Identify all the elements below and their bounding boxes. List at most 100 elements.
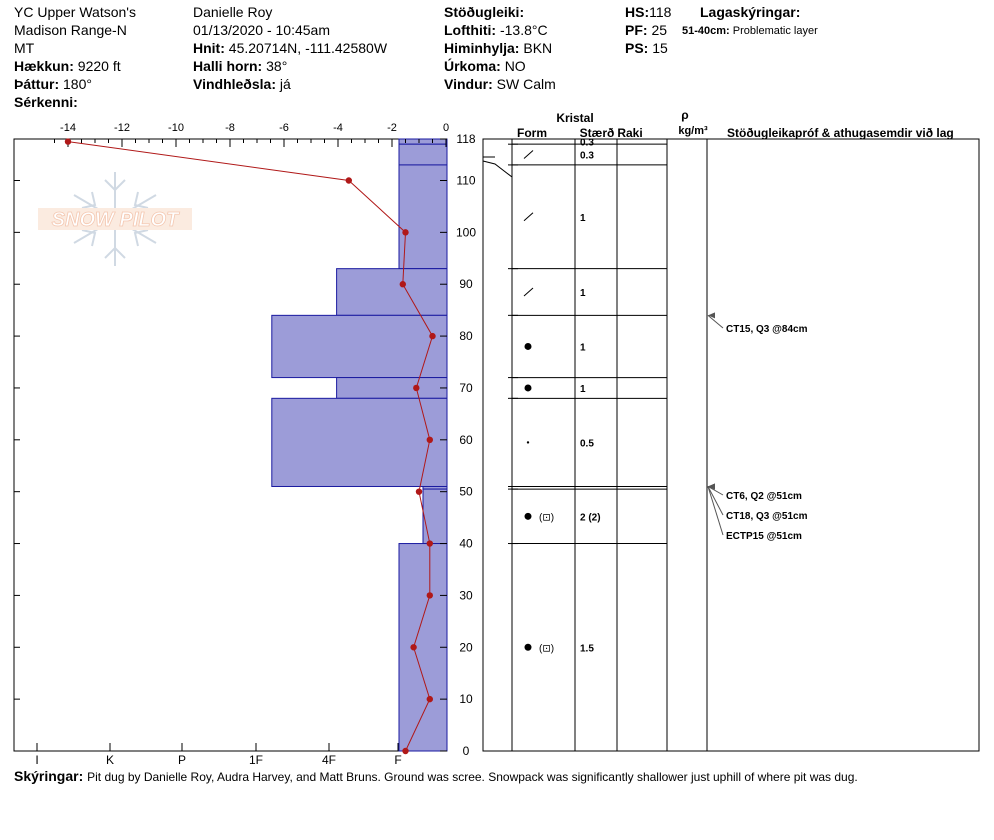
test-pointer-arrow	[708, 312, 715, 319]
height-tick-label: 90	[459, 277, 473, 291]
height-tick-label: 50	[459, 485, 473, 499]
hardness-bar	[336, 377, 448, 399]
height-tick-label: 118	[456, 132, 475, 146]
hardness-tick-label: 4F	[322, 753, 336, 767]
hs-value: 118	[649, 4, 672, 20]
height-tick-label: 20	[459, 640, 473, 654]
coords: Hnit: 45.20714N, -111.42580W	[193, 39, 387, 57]
rho-header: ρ	[681, 108, 688, 122]
hs: HS:118	[625, 3, 671, 21]
moisture-header: Raki	[617, 126, 642, 140]
temperature-point	[410, 644, 417, 651]
layer-notes-label: Lagaskýringar:	[700, 4, 801, 20]
footer: Skýringar: Pit dug by Danielle Roy, Audr…	[14, 767, 858, 786]
stability-test: CT15, Q3 @84cm	[726, 324, 808, 335]
hardness-bar	[398, 138, 448, 145]
air-temp: Lofthiti: -13.8°C	[444, 21, 548, 39]
sky: Himinhylja: BKN	[444, 39, 552, 57]
location-line1: YC Upper Watson's	[14, 4, 136, 20]
decomposing-icon	[523, 287, 534, 297]
elevation-label: Hækkun:	[14, 58, 74, 74]
precip-value: NO	[504, 58, 526, 74]
layer-size: 1	[580, 342, 586, 353]
temperature-point	[426, 695, 433, 703]
temp-tick-label: -14	[60, 122, 76, 134]
height-tick-label: 110	[456, 173, 475, 187]
height-tick-label: 10	[459, 692, 473, 706]
stability-label: Stöðugleiki:	[444, 4, 525, 20]
layer-size: 0.3	[580, 151, 594, 162]
layer-notes-title: Lagaskýringar:	[700, 3, 800, 21]
state: MT	[14, 40, 35, 56]
connector-line	[482, 160, 513, 178]
rounded-grain-icon	[524, 643, 532, 651]
snowflake-icon	[73, 172, 157, 266]
wind-loading: Vindhleðsla: já	[193, 75, 291, 93]
density-unit-header: kg/m³	[678, 125, 708, 137]
specifics-label: Sérkenni:	[14, 94, 78, 110]
temperature-point	[415, 488, 423, 495]
temp-tick-label: -4	[333, 122, 343, 134]
air-temp-label: Lofthiti:	[444, 22, 497, 38]
hs-label: HS:	[625, 4, 650, 20]
elevation: Hækkun: 9220 ft	[14, 57, 121, 75]
temperature-point	[64, 138, 72, 145]
hardness-tick-label: P	[178, 753, 186, 767]
layer-size: 1	[580, 384, 586, 395]
layer-size: 0.3	[580, 138, 594, 149]
wind: Vindur: SW Calm	[444, 75, 556, 93]
slope-label: Halli horn:	[193, 58, 263, 74]
height-tick-label: 80	[459, 329, 473, 343]
hardness-bar	[271, 397, 448, 487]
layer-size: 1	[580, 213, 586, 224]
test-pointer-line	[707, 486, 724, 496]
hardness-tick-label: K	[106, 753, 114, 767]
hardness-bar	[271, 314, 448, 379]
stability-test: CT18, Q3 @51cm	[726, 511, 808, 522]
layer-size: 1.5	[580, 643, 594, 654]
rounded-grain-icon	[524, 342, 532, 350]
stability-test: CT6, Q2 @51cm	[726, 491, 802, 502]
layer-table-frame	[482, 138, 980, 752]
hardness-tick-label: 1F	[249, 753, 263, 767]
form-header: Form	[517, 126, 547, 140]
sky-label: Himinhylja:	[444, 40, 520, 56]
test-pointer-line	[707, 486, 724, 516]
coords-label: Hnit:	[193, 40, 225, 56]
test-pointer-line	[707, 486, 724, 536]
watermark-text: SNOW PILOT	[52, 209, 180, 231]
wind-label: Vindur:	[444, 76, 493, 92]
location-line2: Madison Range-N	[14, 22, 127, 38]
stability: Stöðugleiki:	[444, 3, 524, 21]
height-tick-label: 40	[459, 537, 473, 551]
decomposing-icon	[523, 212, 534, 222]
observer: Danielle Roy	[193, 4, 273, 20]
wind-loading-label: Vindhleðsla:	[193, 76, 276, 92]
aspect: Þáttur: 180°	[14, 75, 92, 93]
temp-tick-label: -10	[168, 122, 184, 134]
rounded-grain-icon	[524, 384, 532, 392]
watermark-band	[38, 208, 192, 230]
stability-test: ECTP15 @51cm	[726, 531, 802, 542]
temp-tick-label: 0	[443, 122, 449, 134]
hardness-tick-label: F	[394, 753, 401, 767]
precip-label: Úrkoma:	[444, 58, 501, 74]
ps-label: PS:	[625, 40, 649, 56]
tests-header: Stöðugleikapróf & athugasemdir við lag	[727, 126, 954, 140]
temp-tick-label: -2	[387, 122, 397, 134]
temperature-point	[413, 384, 420, 392]
height-tick-label: 100	[456, 225, 476, 239]
air-temp-value: -13.8°C	[499, 22, 548, 38]
precip: Úrkoma: NO	[444, 57, 526, 75]
layer-size: 1	[580, 288, 586, 299]
faceted-grain-icon: (⊡)	[539, 512, 554, 523]
temperature-point	[399, 281, 406, 288]
hardness-tick-label: I	[35, 753, 38, 767]
temperature-point	[426, 540, 433, 547]
ps-value: 15	[652, 40, 668, 56]
temp-tick-label: -8	[225, 122, 235, 134]
aspect-value: 180°	[63, 76, 92, 92]
pf: PF: 25	[625, 21, 667, 39]
slope-value: 38°	[266, 58, 288, 74]
